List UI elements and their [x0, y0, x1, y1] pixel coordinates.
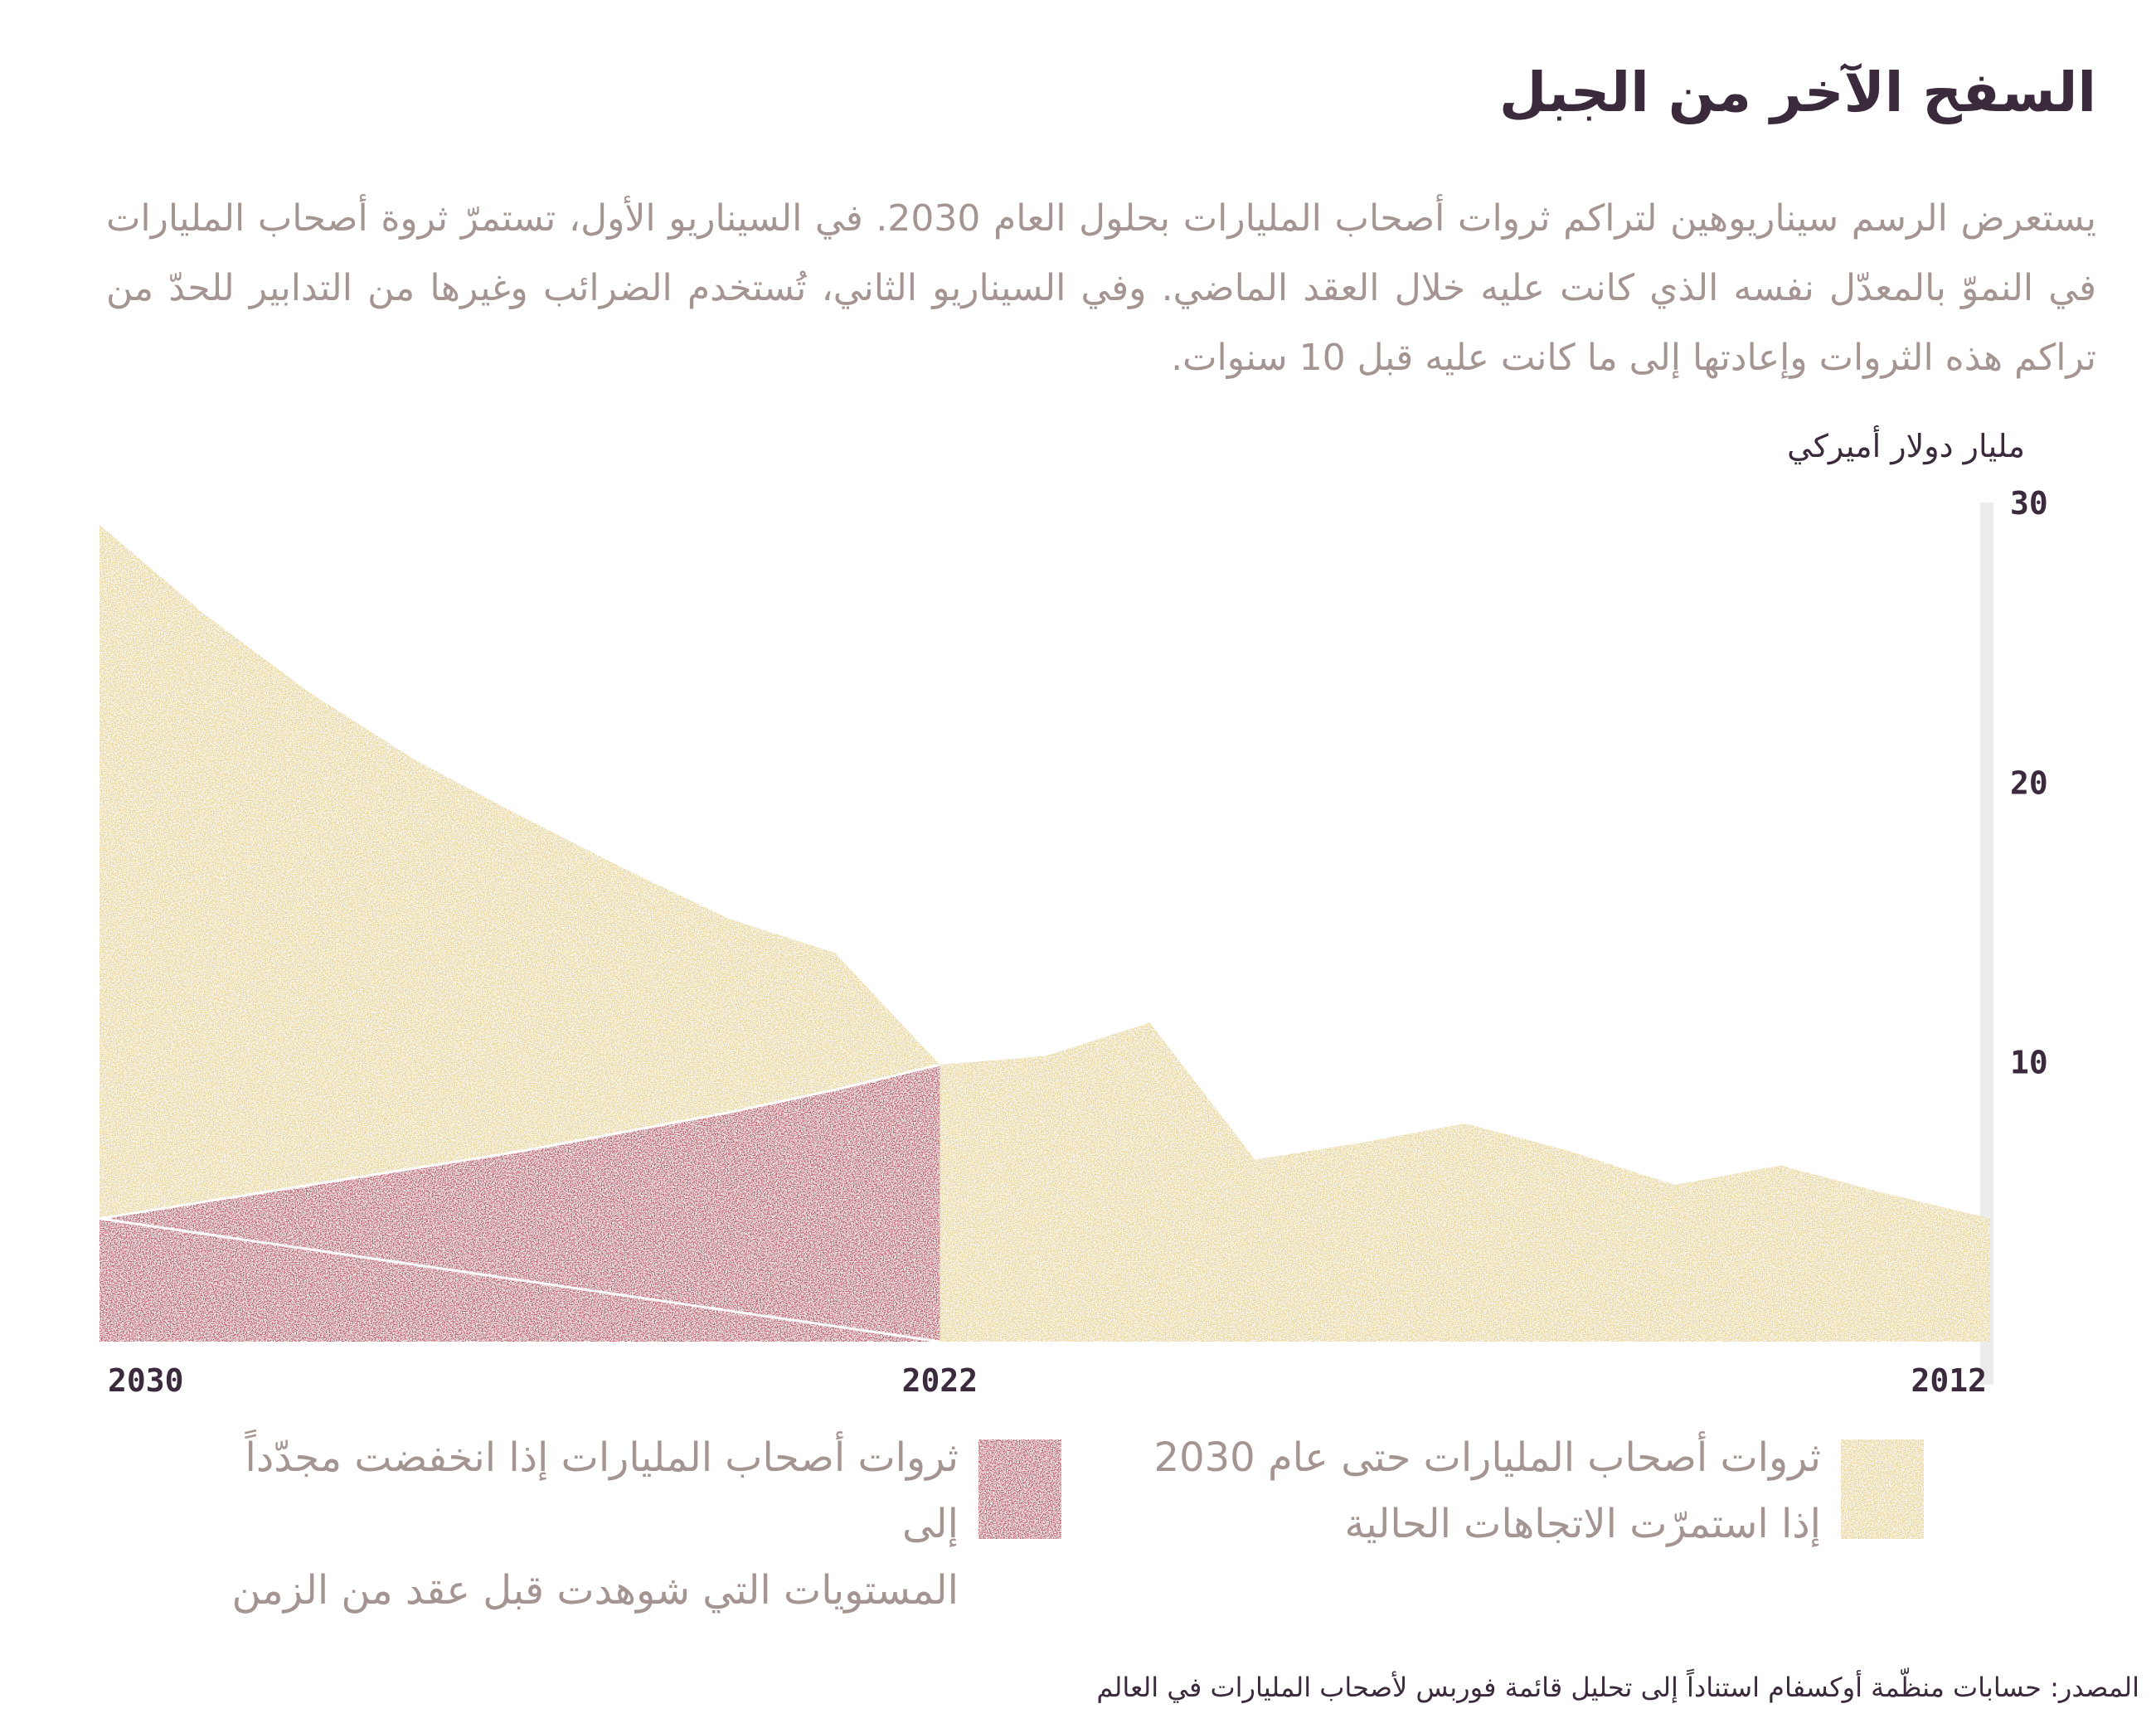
x-tick-label: 2022	[902, 1362, 978, 1399]
legend-label-line: ثروات أصحاب المليارات حتى عام 2030	[1153, 1434, 1821, 1481]
legend-item-current-trends: ثروات أصحاب المليارات حتى عام 2030 إذا ا…	[1095, 1425, 1924, 1565]
y-axis-unit-label: مليار دولار أميركي	[1787, 428, 2025, 464]
y-tick-label: 10	[2010, 1045, 2048, 1081]
legend-label-line: ثروات أصحاب المليارات إذا انخفضت مجدّداً…	[245, 1434, 959, 1547]
legend-label-line: المستويات التي شوهدت قبل عقد من الزمن	[231, 1567, 959, 1614]
area-reduced-levels	[100, 1065, 940, 1342]
legend-label-line: إذا استمرّت الاتجاهات الحالية	[1344, 1501, 1822, 1547]
source-note: المصدر: حسابات منظّمة أوكسفام استناداً إ…	[1096, 1672, 2139, 1703]
legend-label-reduced-levels: ثروات أصحاب المليارات إذا انخفضت مجدّداً…	[196, 1425, 959, 1624]
x-tick-label: 2012	[1911, 1362, 1987, 1399]
y-tick-label: 20	[2010, 764, 2048, 801]
y-axis-bar	[1980, 502, 1993, 1385]
y-tick-label: 30	[2010, 485, 2048, 522]
chart-title: السفح الآخر من الجبل	[1498, 61, 2096, 124]
legend-item-reduced-levels: ثروات أصحاب المليارات إذا انخفضت مجدّداً…	[149, 1425, 1061, 1614]
legend-swatch-red	[978, 1439, 1061, 1539]
reduced-levels-edge-line	[99, 1063, 940, 1343]
legend-swatch-yellow	[1841, 1439, 1924, 1539]
chart-description: يستعرض الرسم سيناريوهين لتراكم ثروات أصح…	[106, 197, 2096, 379]
x-tick-label: 2030	[108, 1362, 184, 1399]
legend-label-current-trends: ثروات أصحاب المليارات حتى عام 2030 إذا ا…	[1058, 1425, 1821, 1557]
area-current-trends	[100, 525, 1990, 1342]
